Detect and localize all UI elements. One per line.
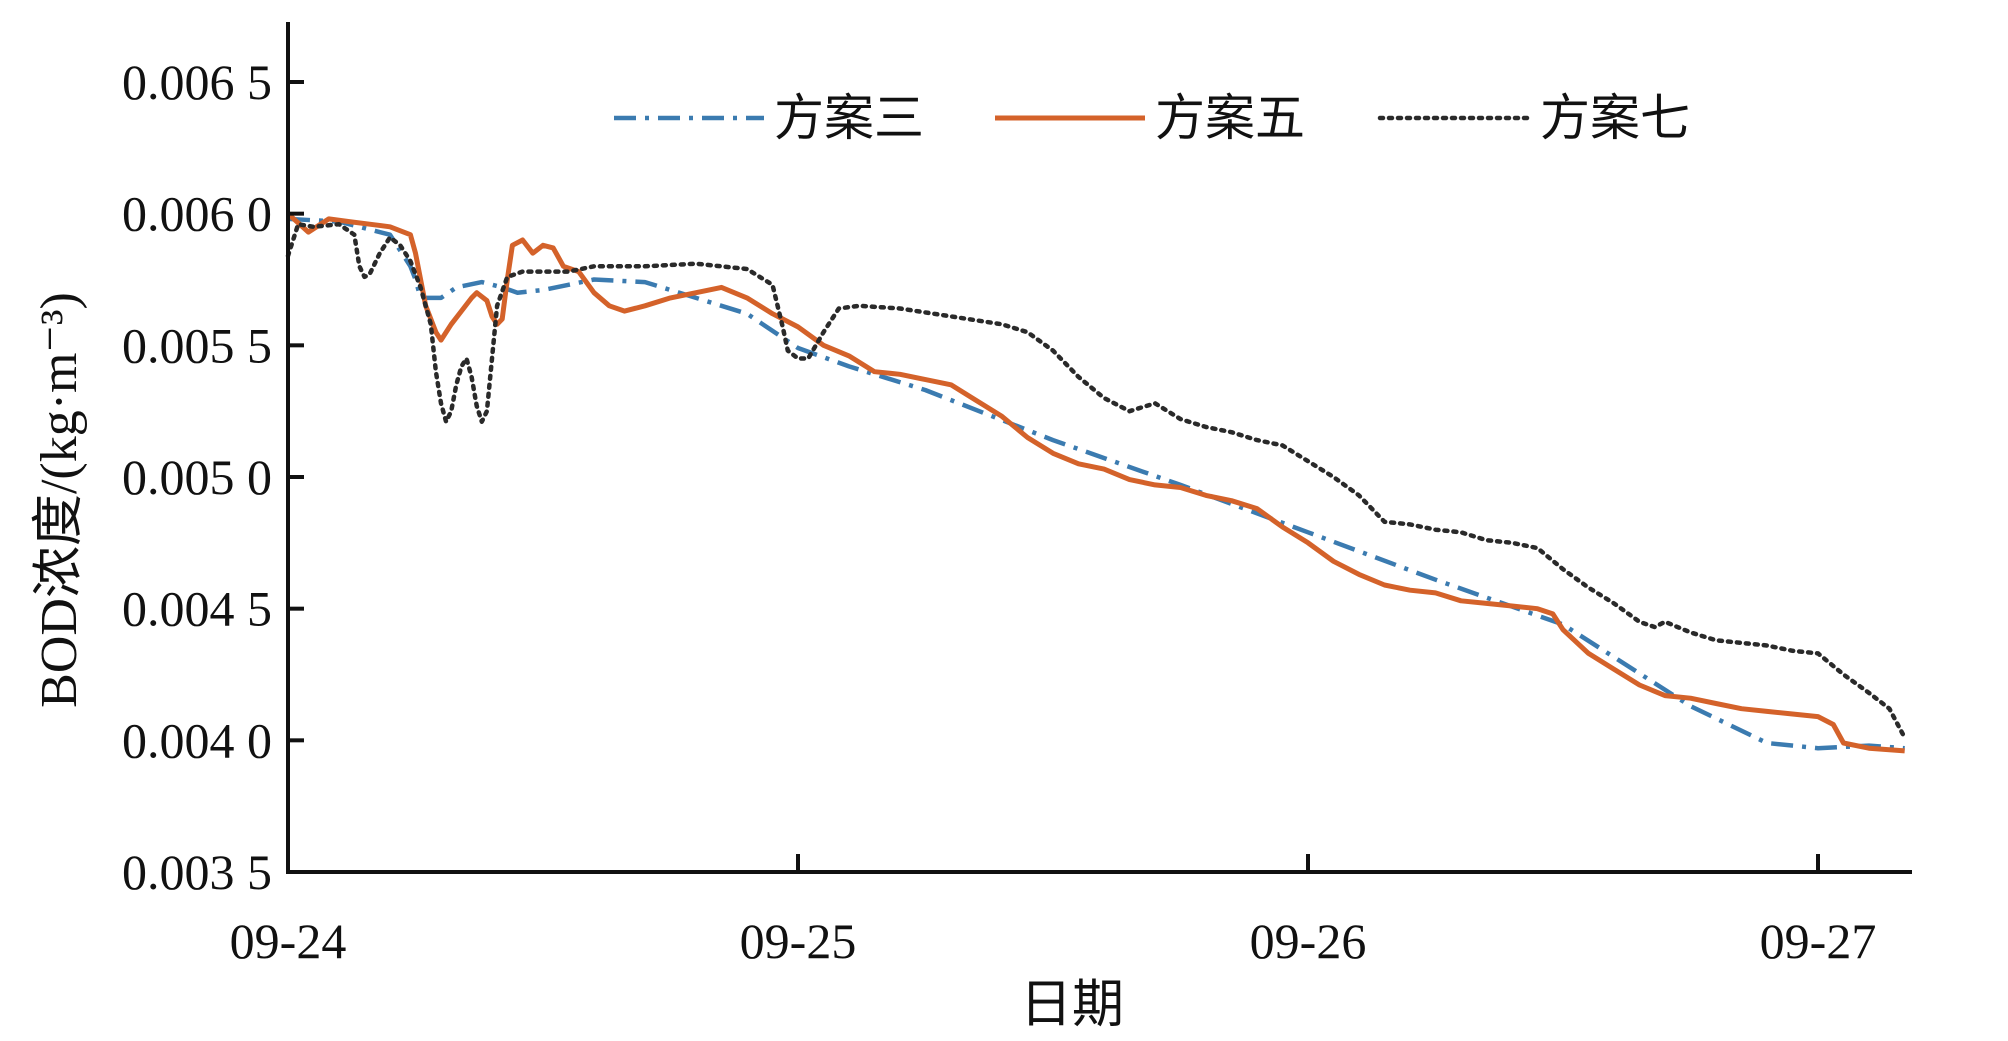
series-line-3 — [285, 221, 1907, 740]
y-tick-label: 0.006 5 — [122, 54, 272, 110]
legend-label-2: 方案五 — [1155, 90, 1305, 146]
y-tick-label: 0.004 0 — [122, 712, 272, 768]
y-tick-label: 0.005 0 — [122, 449, 272, 505]
x-tick-label: 09-27 — [1760, 913, 1877, 969]
y-tick-label: 0.005 5 — [122, 317, 272, 373]
series-line-2 — [286, 211, 1905, 754]
y-tick-label: 0.003 5 — [122, 844, 272, 900]
y-axis-title: BOD浓度/(kg·m⁻³) — [31, 292, 88, 708]
x-tick-label: 09-26 — [1250, 913, 1367, 969]
x-axis-title: 日期 — [1020, 977, 1124, 1034]
x-tick-label: 09-24 — [230, 913, 347, 969]
x-tick-label: 09-25 — [740, 913, 857, 969]
legend-label-1: 方案三 — [774, 90, 924, 146]
y-tick-label: 0.004 5 — [122, 581, 272, 637]
series-line-1 — [287, 216, 1905, 751]
y-tick-label: 0.006 0 — [122, 186, 272, 242]
legend-label-3: 方案七 — [1540, 90, 1690, 146]
